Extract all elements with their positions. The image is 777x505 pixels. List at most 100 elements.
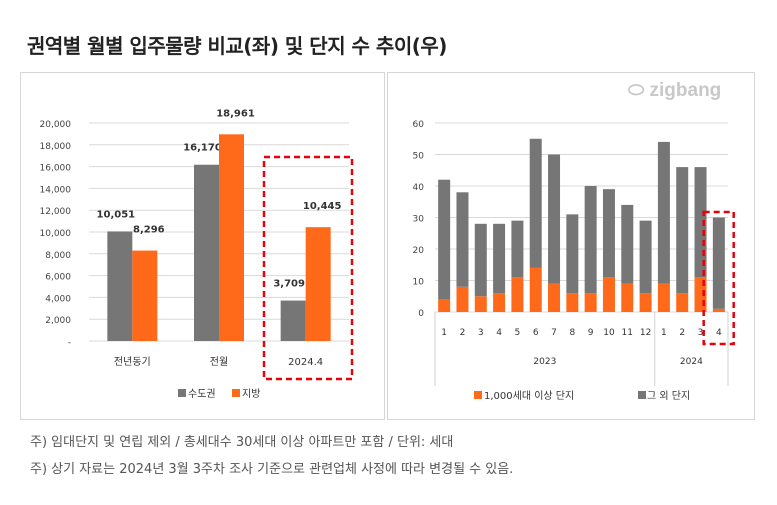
x-tick-label: 3 xyxy=(698,328,704,338)
bar-large-complexes xyxy=(511,277,524,312)
x-tick-label: 5 xyxy=(515,328,521,338)
x-tick-label: 2024.4 xyxy=(288,357,323,368)
bar-other-complexes xyxy=(694,167,707,278)
y-tick-label: 60 xyxy=(413,120,425,130)
bar-other-complexes xyxy=(529,138,542,268)
y-tick-label: 18,000 xyxy=(40,142,72,152)
y-tick-label: 16,000 xyxy=(40,164,72,174)
data-label: 10,445 xyxy=(303,201,342,212)
bar-other-complexes xyxy=(602,189,615,278)
y-tick-label: 8,000 xyxy=(45,251,71,261)
y-tick-label: 4,000 xyxy=(45,294,71,304)
bar-large-complexes xyxy=(566,293,579,312)
bar-other-complexes xyxy=(621,204,634,284)
footnote-2: 주) 상기 자료는 2024년 3월 3주차 조사 기준으로 관련업체 사정에 … xyxy=(30,462,514,477)
zigbang-logo: ⬭ zigbang xyxy=(628,80,721,102)
bar-other-complexes xyxy=(548,154,561,284)
bar-large-complexes xyxy=(529,267,542,312)
y-tick-label: 20,000 xyxy=(40,120,72,130)
legend-label-sudogwon: 수도권 xyxy=(188,388,216,400)
legend-swatch-other xyxy=(638,391,646,399)
x-group-label: 2023 xyxy=(533,357,556,367)
y-tick-label: 6,000 xyxy=(45,273,71,283)
x-tick-label: 4 xyxy=(716,328,722,338)
x-tick-label: 8 xyxy=(569,328,575,338)
bar-large-complexes xyxy=(584,293,597,312)
y-tick-label: 12,000 xyxy=(40,207,72,217)
bar-large-complexes xyxy=(621,283,634,312)
y-tick-label: 30 xyxy=(413,215,425,225)
legend-swatch-sudogwon xyxy=(178,389,186,397)
footnote-1: 주) 임대단지 및 연립 제외 / 총세대수 30세대 이상 아파트만 포함 /… xyxy=(30,435,454,450)
x-tick-label: 3 xyxy=(478,328,484,338)
bar-jibang xyxy=(219,134,244,341)
x-tick-label: 1 xyxy=(661,328,667,338)
x-tick-label: 4 xyxy=(496,328,502,338)
left-chart-panel: - 2,000 4,000 6,000 8,000 10,000 12,000 14,000 1… xyxy=(20,72,385,420)
x-tick-label: 10 xyxy=(603,328,615,338)
y-tick-label: 10 xyxy=(413,278,425,288)
y-tick-label: 10,000 xyxy=(40,229,72,239)
regional-supply-bar-chart: - 2,000 4,000 6,000 8,000 10,000 12,000 14,000 1… xyxy=(40,108,354,400)
bar-other-complexes xyxy=(657,141,670,284)
bar-sudogwon xyxy=(107,231,133,341)
x-tick-label: 2 xyxy=(460,328,466,338)
bar-jibang xyxy=(132,250,158,341)
bar-other-complexes xyxy=(584,186,597,294)
bar-large-complexes xyxy=(438,299,451,312)
bar-other-complexes xyxy=(474,223,487,297)
bar-large-complexes xyxy=(493,293,506,312)
bar-other-complexes xyxy=(493,223,506,294)
logo-icon: ⬭ xyxy=(628,80,650,101)
data-label: 18,961 xyxy=(216,108,255,119)
x-tick-label: 전월 xyxy=(210,356,228,368)
y-tick-label: 2,000 xyxy=(45,316,71,326)
data-label: 8,296 xyxy=(133,225,165,236)
bar-large-complexes xyxy=(548,283,561,312)
highlight-box xyxy=(702,210,735,346)
bar-large-complexes xyxy=(639,293,652,312)
bar-other-complexes xyxy=(511,220,524,278)
bar-large-complexes xyxy=(602,277,615,312)
legend-label-jibang: 지방 xyxy=(242,388,260,400)
legend-swatch-large xyxy=(474,391,482,399)
y-tick-label: 0 xyxy=(418,309,424,319)
x-tick-label: 9 xyxy=(588,328,594,338)
y-tick-label: 50 xyxy=(413,152,425,162)
x-tick-label: 1 xyxy=(441,328,447,338)
y-tick-label: - xyxy=(68,338,71,348)
bar-large-complexes xyxy=(657,283,670,312)
legend-label-large: 1,000세대 이상 단지 xyxy=(484,390,574,402)
y-tick-label: 40 xyxy=(413,183,425,193)
x-tick-label: 7 xyxy=(551,328,557,338)
y-tick-label: 20 xyxy=(413,246,425,256)
x-tick-label: 전년동기 xyxy=(114,356,151,368)
x-group-label: 2024 xyxy=(680,357,703,367)
bar-other-complexes xyxy=(566,214,579,294)
bar-large-complexes xyxy=(456,286,469,312)
bar-other-complexes xyxy=(456,192,469,287)
legend-swatch-jibang xyxy=(232,389,240,397)
bar-other-complexes xyxy=(712,217,725,309)
bar-large-complexes xyxy=(712,308,725,312)
legend-label-other: 그 외 단지 xyxy=(647,390,690,402)
y-tick-label: 14,000 xyxy=(40,185,72,195)
bar-other-complexes xyxy=(676,167,689,294)
logo-text: zigbang xyxy=(649,80,722,101)
data-label: 16,170 xyxy=(183,143,222,154)
x-tick-label: 11 xyxy=(622,328,633,338)
bar-jibang xyxy=(305,227,331,341)
data-label: 10,051 xyxy=(97,209,136,220)
bar-other-complexes xyxy=(438,179,451,300)
right-chart-panel: 0 10 20 30 40 50 60 1 2 3 4 5 6 7 8 9 10 11 12 1 2 3 4 2023 2024… xyxy=(387,72,755,420)
x-tick-label: 12 xyxy=(640,328,651,338)
bar-large-complexes xyxy=(474,296,487,312)
bar-sudogwon xyxy=(280,300,306,341)
bar-sudogwon xyxy=(194,164,219,341)
x-tick-label: 6 xyxy=(533,328,539,338)
highlight-box xyxy=(262,155,354,381)
bar-other-complexes xyxy=(639,220,652,294)
bar-large-complexes xyxy=(676,293,689,312)
x-tick-label: 2 xyxy=(679,328,685,338)
